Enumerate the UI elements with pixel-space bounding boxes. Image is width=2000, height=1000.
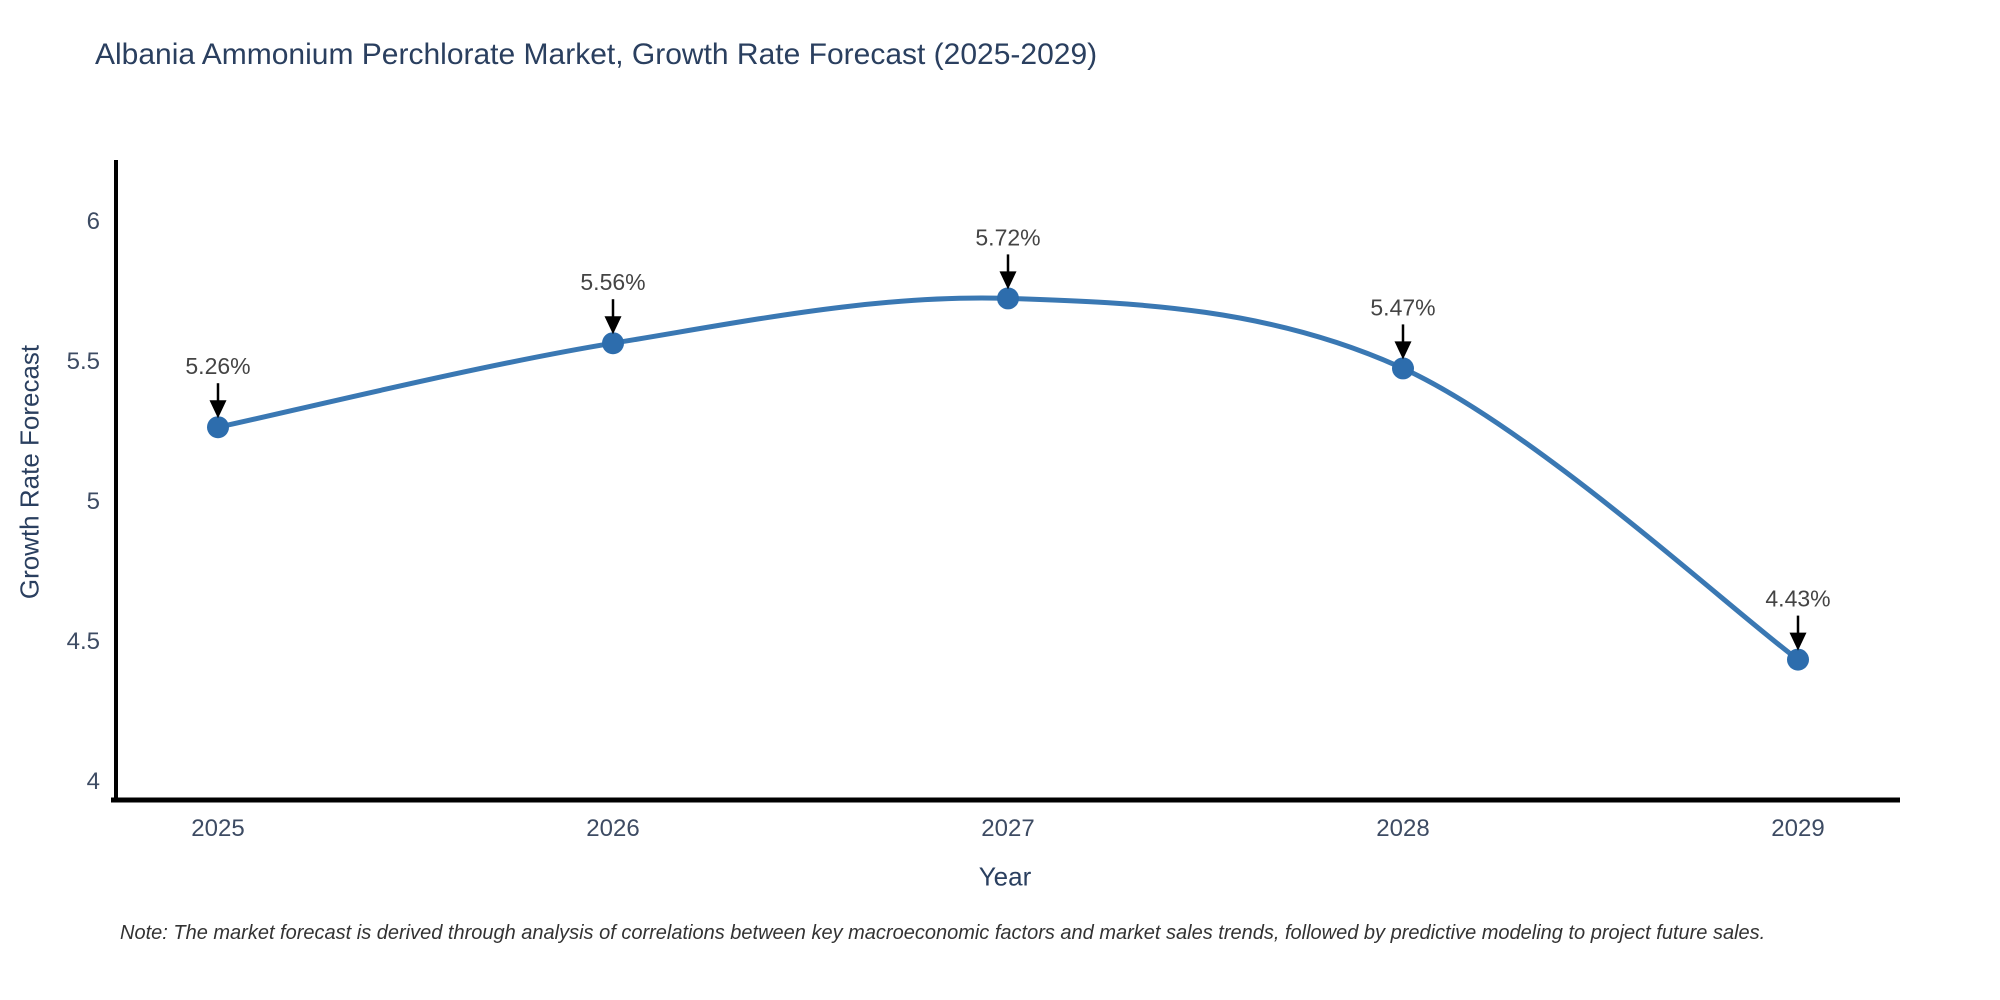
- x-tick-label: 2027: [981, 815, 1034, 842]
- data-point-marker: [997, 287, 1019, 310]
- chart-footnote: Note: The market forecast is derived thr…: [120, 922, 1766, 944]
- annotation-label: 5.47%: [1370, 294, 1435, 320]
- x-tick-label: 2029: [1771, 815, 1824, 842]
- x-tick-label: 2026: [586, 815, 639, 842]
- annotation-label: 4.43%: [1765, 586, 1830, 612]
- annotation-arrowhead: [1789, 632, 1807, 651]
- y-tick-label: 6: [87, 208, 100, 235]
- data-point-marker: [1787, 648, 1809, 671]
- annotation-arrowhead: [209, 400, 227, 419]
- y-tick-label: 5.5: [67, 348, 100, 375]
- data-point-marker: [602, 332, 624, 355]
- x-tick-label: 2028: [1376, 815, 1429, 842]
- annotation-label: 5.26%: [185, 353, 250, 379]
- y-tick-label: 5: [87, 488, 100, 515]
- data-point-marker: [1392, 357, 1414, 380]
- annotation-arrowhead: [604, 316, 622, 335]
- annotation-arrowhead: [1394, 341, 1412, 360]
- data-point-marker: [207, 416, 229, 439]
- series-line: [215, 295, 1801, 663]
- x-axis-title: Year: [978, 861, 1032, 892]
- x-tick-label: 2025: [191, 815, 244, 842]
- annotation-arrowhead: [999, 271, 1017, 290]
- annotation-label: 5.72%: [975, 224, 1040, 250]
- y-tick-label: 4.5: [67, 628, 100, 655]
- annotation-label: 5.56%: [580, 269, 645, 295]
- chart-title: Albania Ammonium Perchlorate Market, Gro…: [95, 38, 1098, 71]
- y-tick-label: 4: [87, 768, 100, 795]
